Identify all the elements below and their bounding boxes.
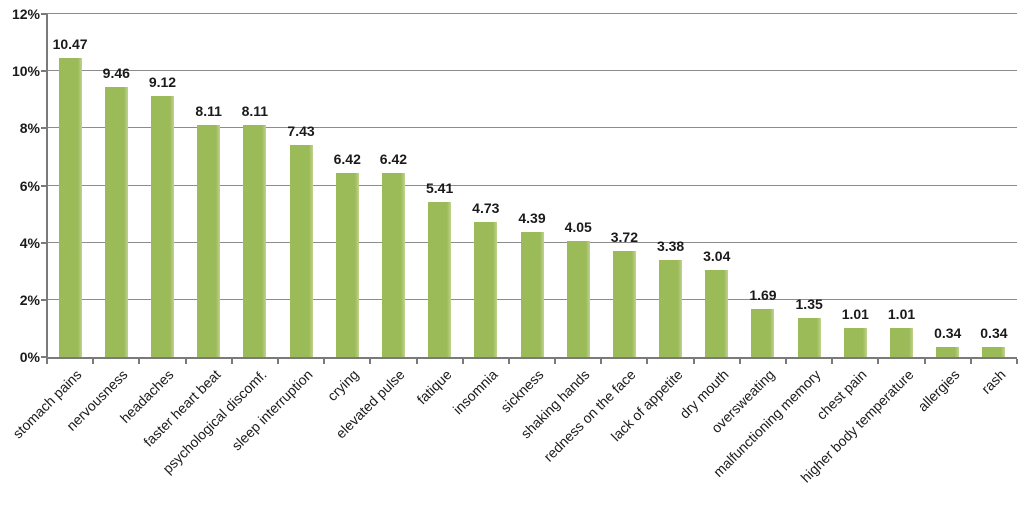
bar xyxy=(705,270,729,357)
bar xyxy=(612,250,636,357)
x-axis-category-label: crying xyxy=(324,366,362,405)
bar-value-label: 5.41 xyxy=(425,180,454,197)
y-axis-tick-label: 4% xyxy=(19,234,40,251)
x-axis-tick xyxy=(923,359,926,364)
bar xyxy=(520,231,544,357)
bar xyxy=(566,241,590,357)
bar xyxy=(289,144,313,357)
bar-value-label: 9.46 xyxy=(102,64,130,81)
x-axis-tick xyxy=(323,359,326,364)
y-axis-tick xyxy=(41,70,47,73)
x-axis-tick xyxy=(138,359,141,364)
y-axis-tick xyxy=(41,356,47,358)
bar-value-label: 6.42 xyxy=(379,151,408,168)
y-axis-tick-label: 6% xyxy=(19,177,40,194)
x-axis-tick xyxy=(554,359,557,364)
bar xyxy=(890,328,914,357)
bar-value-label: 7.43 xyxy=(287,122,315,139)
bar xyxy=(797,318,821,357)
bar xyxy=(104,86,128,357)
bar-value-label: 8.11 xyxy=(241,103,269,120)
y-axis-tick xyxy=(41,298,47,301)
bar-value-label: 0.34 xyxy=(934,325,962,342)
x-axis-tick xyxy=(1016,359,1018,364)
bar-value-label: 0.34 xyxy=(980,325,1008,342)
x-axis-category-label: insomnia xyxy=(449,366,501,418)
gridline xyxy=(47,13,1017,14)
x-axis-category-label: sleep interruption xyxy=(228,366,316,454)
x-axis-tick xyxy=(831,359,834,364)
bar-value-label: 3.38 xyxy=(656,238,685,255)
bar xyxy=(474,221,498,357)
bar-value-label: 3.72 xyxy=(610,228,638,245)
x-axis-tick xyxy=(415,359,418,364)
bar-value-label: 1.01 xyxy=(887,306,916,323)
gridline xyxy=(47,70,1017,72)
y-axis-tick-label: 12% xyxy=(11,6,40,22)
bar-value-label: 6.42 xyxy=(333,151,361,168)
bar xyxy=(381,173,405,357)
y-axis-tick xyxy=(41,241,47,244)
bar xyxy=(936,347,960,357)
bar-value-label: 4.39 xyxy=(518,209,546,226)
x-axis-category-label: rash xyxy=(977,366,1009,397)
x-axis-tick xyxy=(877,359,880,364)
bar xyxy=(150,96,174,357)
x-axis-tick xyxy=(600,359,603,364)
x-axis-tick xyxy=(692,359,695,364)
bar xyxy=(335,173,359,357)
x-axis-tick xyxy=(46,359,48,364)
x-axis-category-label: fatique xyxy=(413,366,455,408)
y-axis-tick xyxy=(41,184,47,187)
bar xyxy=(197,125,221,357)
bar xyxy=(58,57,82,357)
x-axis-category-label: allergies xyxy=(914,366,963,415)
x-axis-tick xyxy=(276,359,279,364)
y-axis-tick xyxy=(41,13,47,15)
bar-value-label: 8.11 xyxy=(195,103,222,120)
bar xyxy=(243,125,267,357)
bar-value-label: 1.35 xyxy=(795,296,823,313)
bar xyxy=(428,202,452,357)
x-axis-tick xyxy=(969,359,972,364)
bar xyxy=(982,347,1006,357)
y-axis-tick-label: 8% xyxy=(19,120,40,137)
y-axis-tick-label: 0% xyxy=(19,349,40,365)
gridline xyxy=(47,127,1017,129)
x-axis-tick xyxy=(507,359,510,364)
bar-value-label: 10.47 xyxy=(52,35,88,52)
bar xyxy=(659,260,683,357)
x-axis-tick xyxy=(92,359,95,364)
x-axis-tick xyxy=(230,359,233,364)
x-axis-tick xyxy=(184,359,187,364)
gridline xyxy=(47,184,1017,186)
bar xyxy=(843,328,867,357)
bar-value-label: 3.04 xyxy=(703,248,731,265)
x-axis-tick xyxy=(785,359,788,364)
bar-value-label: 9.12 xyxy=(148,74,177,91)
x-axis-line xyxy=(46,357,1017,359)
bar xyxy=(751,308,775,357)
bar-value-label: 4.05 xyxy=(564,219,592,236)
x-axis-tick xyxy=(646,359,649,364)
x-axis-tick xyxy=(369,359,372,364)
bar-value-label: 1.01 xyxy=(841,306,869,323)
bar-value-label: 4.73 xyxy=(472,199,500,216)
y-axis-tick xyxy=(41,127,47,130)
x-axis-tick xyxy=(738,359,741,364)
bar-value-label: 1.69 xyxy=(749,286,777,303)
y-axis-tick-label: 10% xyxy=(11,63,40,80)
y-axis-line xyxy=(46,14,48,359)
y-axis-tick-label: 2% xyxy=(19,291,40,308)
x-axis-tick xyxy=(461,359,464,364)
